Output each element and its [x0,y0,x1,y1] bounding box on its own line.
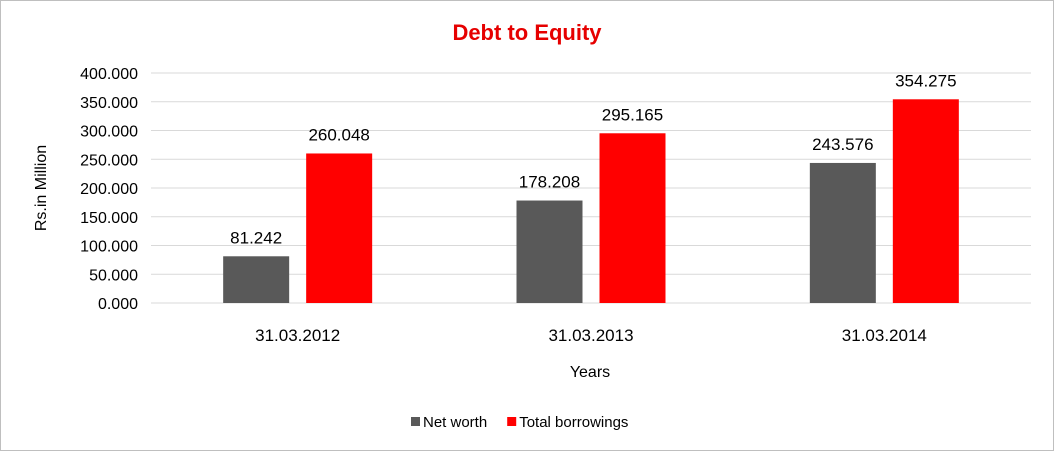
legend-label: Net worth [423,414,487,431]
y-tick-label: 300.000 [80,124,138,141]
x-axis-categories: 31.03.2012 31.03.2013 31.03.2014 [255,326,927,345]
y-axis-title: Rs.in Million [33,145,50,231]
data-labels: 81.242 260.048 178.208 295.165 243.576 354.27… [230,71,956,247]
data-label: 260.048 [308,125,369,144]
legend-swatch [411,417,420,426]
y-tick-label: 250.000 [80,152,138,169]
x-category-label: 31.03.2014 [842,326,927,345]
y-tick-label: 100.000 [80,239,138,256]
bar [892,99,959,304]
data-label: 178.208 [519,173,580,192]
data-label: 81.242 [230,228,282,247]
y-tick-label: 200.000 [80,181,138,198]
x-category-label: 31.03.2013 [548,326,633,345]
y-tick-label: 350.000 [80,95,138,112]
y-tick-label: 50.000 [89,267,138,284]
y-tick-label: 0.000 [98,296,138,313]
y-axis-ticks: 0.000 50.000 100.000 150.000 200.000 250.000 3… [80,66,138,313]
gridlines [151,72,1031,304]
y-tick-label: 400.000 [80,66,138,83]
data-label: 354.275 [895,71,956,90]
y-tick-label: 150.000 [80,210,138,227]
bar [306,153,373,303]
bar [809,162,876,303]
legend-label: Total borrowings [519,414,628,431]
bar [516,200,583,303]
chart-title: Debt to Equity [452,20,602,45]
x-axis-title: Years [570,364,610,381]
data-label: 295.165 [602,105,663,124]
data-label: 243.576 [812,135,873,154]
bar [599,133,666,303]
legend-swatch [507,417,517,426]
x-category-label: 31.03.2012 [255,326,340,345]
legend: Net worth Total borrowings [411,414,628,431]
bars [223,99,959,304]
bar [223,256,290,303]
